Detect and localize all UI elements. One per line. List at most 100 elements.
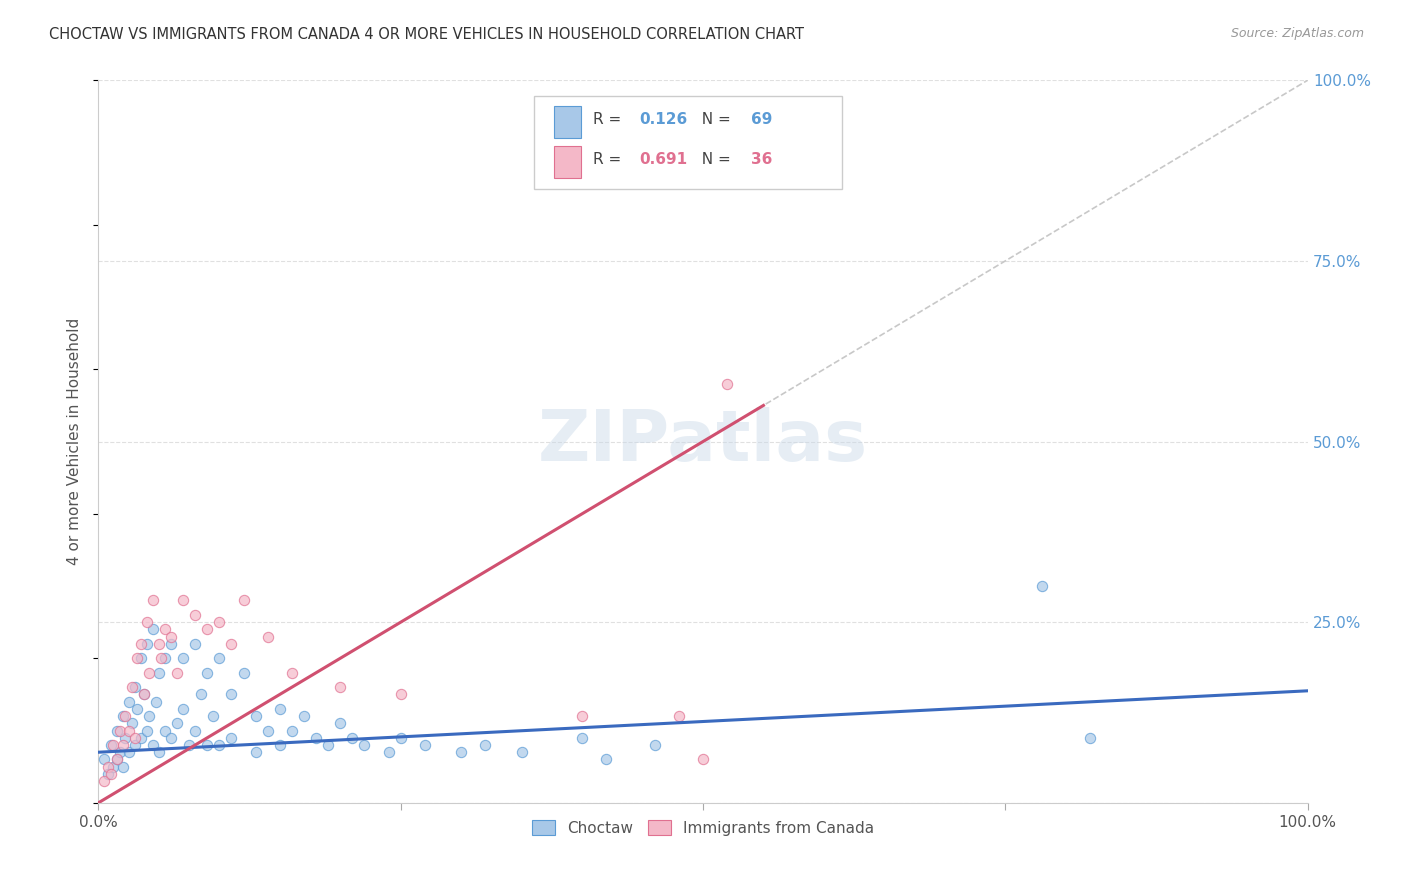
Point [571, 709, 593, 723]
Point [208, 738, 231, 752]
Point [413, 738, 436, 752]
Point [150, 651, 173, 665]
Point [166, 665, 188, 680]
Point [153, 623, 176, 637]
Point [138, 709, 160, 723]
Point [121, 680, 143, 694]
Point [129, 731, 152, 745]
Point [269, 702, 291, 716]
Text: 69: 69 [751, 112, 773, 127]
Point [108, 745, 131, 759]
Point [105, 723, 128, 738]
Point [93, 774, 115, 789]
Point [134, 687, 156, 701]
Point [190, 687, 212, 701]
Point [292, 709, 315, 723]
Text: N =: N = [692, 152, 735, 167]
Point [142, 593, 165, 607]
Point [179, 738, 201, 752]
Point [1031, 579, 1053, 593]
Point [97, 760, 120, 774]
Point [172, 702, 194, 716]
Point [342, 731, 364, 745]
Point [160, 630, 183, 644]
Point [692, 752, 714, 766]
Point [221, 731, 243, 745]
Point [145, 695, 167, 709]
Point [127, 702, 149, 716]
Text: ZIPatlas: ZIPatlas [538, 407, 868, 476]
Point [195, 738, 218, 752]
Point [135, 637, 157, 651]
Point [256, 723, 278, 738]
Point [160, 731, 183, 745]
FancyBboxPatch shape [534, 96, 842, 189]
Point [142, 623, 165, 637]
Point [232, 665, 254, 680]
Point [124, 680, 146, 694]
Point [184, 637, 207, 651]
Point [148, 745, 170, 759]
Point [1078, 731, 1101, 745]
Point [160, 637, 183, 651]
Point [114, 731, 136, 745]
Point [100, 767, 122, 781]
Point [101, 738, 124, 752]
Point [668, 709, 690, 723]
Point [716, 376, 738, 391]
Point [134, 687, 156, 701]
Point [571, 731, 593, 745]
Text: CHOCTAW VS IMMIGRANTS FROM CANADA 4 OR MORE VEHICLES IN HOUSEHOLD CORRELATION CH: CHOCTAW VS IMMIGRANTS FROM CANADA 4 OR M… [49, 27, 804, 42]
Point [118, 745, 141, 759]
Text: 0.126: 0.126 [638, 112, 688, 127]
Point [208, 615, 231, 630]
Point [510, 745, 533, 759]
Point [111, 738, 134, 752]
Point [111, 709, 134, 723]
Point [129, 637, 152, 651]
Point [644, 738, 666, 752]
Point [111, 760, 134, 774]
Text: R =: R = [593, 152, 626, 167]
Point [118, 695, 141, 709]
Legend: Choctaw, Immigrants from Canada: Choctaw, Immigrants from Canada [526, 814, 880, 842]
Text: 0.691: 0.691 [638, 152, 688, 167]
Point [135, 723, 157, 738]
Point [232, 593, 254, 607]
Point [97, 767, 120, 781]
Y-axis label: 4 or more Vehicles in Household: 4 or more Vehicles in Household [67, 318, 83, 566]
Point [135, 615, 157, 630]
Point [281, 665, 304, 680]
Point [245, 745, 267, 759]
Point [184, 723, 207, 738]
Point [450, 745, 472, 759]
Point [100, 738, 122, 752]
Point [195, 665, 218, 680]
Text: 36: 36 [751, 152, 773, 167]
Bar [554, 105, 581, 138]
Point [208, 651, 231, 665]
Point [353, 738, 375, 752]
Point [329, 716, 352, 731]
Point [221, 687, 243, 701]
Point [245, 709, 267, 723]
Point [124, 731, 146, 745]
Point [316, 738, 339, 752]
Point [118, 723, 141, 738]
Point [184, 607, 207, 622]
Point [121, 716, 143, 731]
Point [172, 593, 194, 607]
Point [377, 745, 399, 759]
Point [256, 630, 278, 644]
Point [389, 731, 412, 745]
Point [329, 680, 352, 694]
Point [148, 637, 170, 651]
Point [129, 651, 152, 665]
Point [202, 709, 225, 723]
Point [305, 731, 328, 745]
Point [195, 623, 218, 637]
Point [474, 738, 496, 752]
Point [124, 738, 146, 752]
Point [142, 738, 165, 752]
Text: R =: R = [593, 112, 626, 127]
